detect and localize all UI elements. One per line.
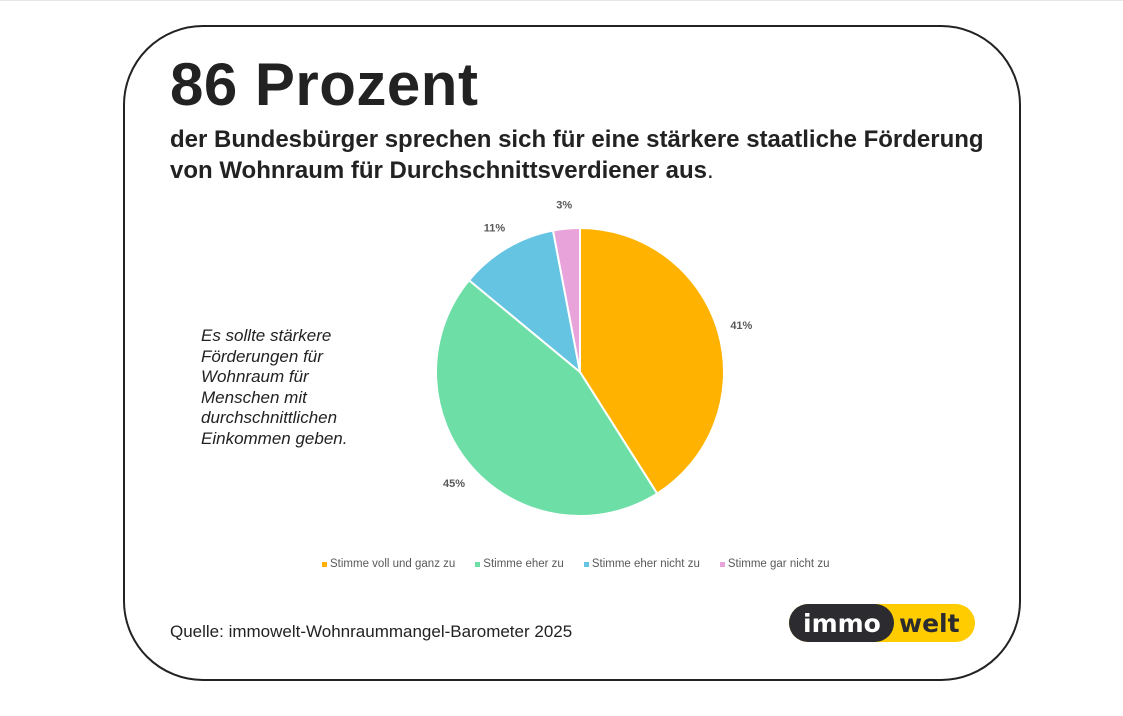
immowelt-logo: immo welt [789, 604, 975, 642]
logo-text-immo: immo [803, 609, 881, 638]
legend: Stimme voll und ganz zu Stimme eher zu Sti… [322, 558, 829, 570]
legend-swatch [322, 561, 327, 567]
top-divider [0, 0, 1123, 1]
pie-slice-2 [467, 229, 582, 375]
legend-label: Stimme gar nicht zu [727, 558, 830, 570]
survey-statement: Es sollte stärkere Förderungen für Wohnr… [201, 326, 348, 448]
data-label-0: 41% [730, 320, 752, 332]
legend-item: Stimme gar nicht zu [719, 558, 830, 570]
legend-item: Stimme eher zu [475, 558, 564, 570]
legend-swatch [475, 561, 481, 567]
card-frame [123, 25, 1021, 681]
subheadline-text: der Bundesbürger sprechen sich für eine … [170, 126, 984, 184]
legend-swatch [719, 561, 725, 567]
legend-swatch [583, 561, 589, 567]
subheadline-period: . [707, 157, 714, 184]
logo-text-welt: welt [899, 609, 960, 638]
legend-label: Stimme eher nicht zu [591, 558, 700, 570]
headline: 86 Prozent [170, 51, 479, 118]
logo-dark-bg [789, 604, 894, 642]
legend-item: Stimme eher nicht zu [583, 558, 700, 570]
subheadline: der Bundesbürger sprechen sich für eine … [170, 124, 990, 186]
pie-slice-3 [551, 226, 581, 373]
legend-label: Stimme eher zu [483, 558, 564, 570]
source-note: Quelle: immowelt-Wohnraummangel-Baromete… [170, 622, 573, 641]
data-label-2: 11% [484, 222, 506, 234]
legend-item: Stimme voll und ganz zu [322, 558, 455, 570]
legend-label: Stimme voll und ganz zu [330, 558, 456, 570]
data-label-3: 3% [556, 200, 572, 212]
pie-slice-1 [435, 278, 659, 517]
data-label-1: 45% [443, 478, 465, 490]
